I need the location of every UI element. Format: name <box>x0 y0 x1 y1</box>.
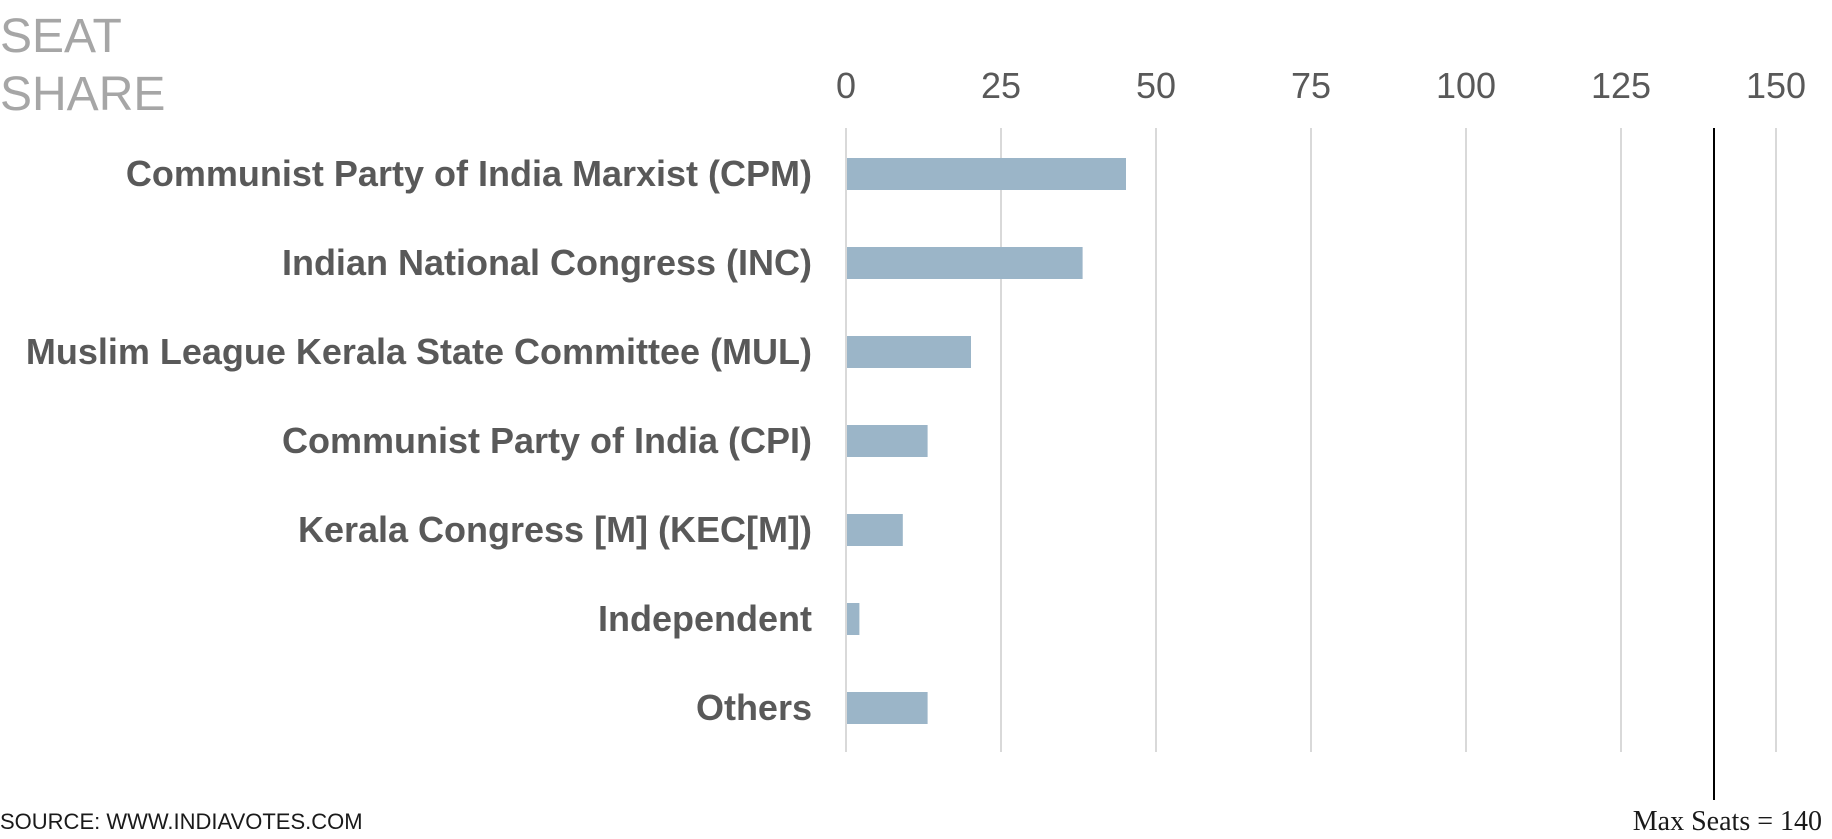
category-label-4: Kerala Congress [M] (KEC[M]) <box>298 509 812 550</box>
x-tick-label-125: 125 <box>1591 65 1651 106</box>
category-label-6: Others <box>696 687 812 728</box>
category-label-1: Indian National Congress (INC) <box>282 242 812 283</box>
bar-4 <box>847 514 903 546</box>
chart-title-line-1: SEAT <box>0 10 122 63</box>
bar-0 <box>847 158 1126 190</box>
category-label-5: Independent <box>598 598 812 639</box>
x-tick-label-100: 100 <box>1436 65 1496 106</box>
category-label-3: Communist Party of India (CPI) <box>282 420 812 461</box>
x-tick-label-75: 75 <box>1291 65 1331 106</box>
x-tick-label-150: 150 <box>1746 65 1806 106</box>
x-tick-label-25: 25 <box>981 65 1021 106</box>
bar-2 <box>847 336 971 368</box>
category-label-2: Muslim League Kerala State Committee (MU… <box>26 331 812 372</box>
bar-3 <box>847 425 928 457</box>
source-note: SOURCE: WWW.INDIAVOTES.COM <box>0 809 363 834</box>
gridlines <box>845 128 1777 752</box>
bar-5 <box>847 603 860 635</box>
bar-6 <box>847 692 928 724</box>
chart-title-line-2: SHARE <box>0 68 165 121</box>
category-labels: Communist Party of India Marxist (CPM) In… <box>26 153 812 728</box>
x-tick-label-0: 0 <box>836 65 856 106</box>
max-seats-label: Max Seats = 140 <box>1633 806 1822 837</box>
x-axis-ticks: 0 25 50 75 100 125 150 <box>836 65 1806 106</box>
x-tick-label-50: 50 <box>1136 65 1176 106</box>
category-label-0: Communist Party of India Marxist (CPM) <box>126 153 812 194</box>
bars <box>847 158 1126 724</box>
bar-1 <box>847 247 1083 279</box>
